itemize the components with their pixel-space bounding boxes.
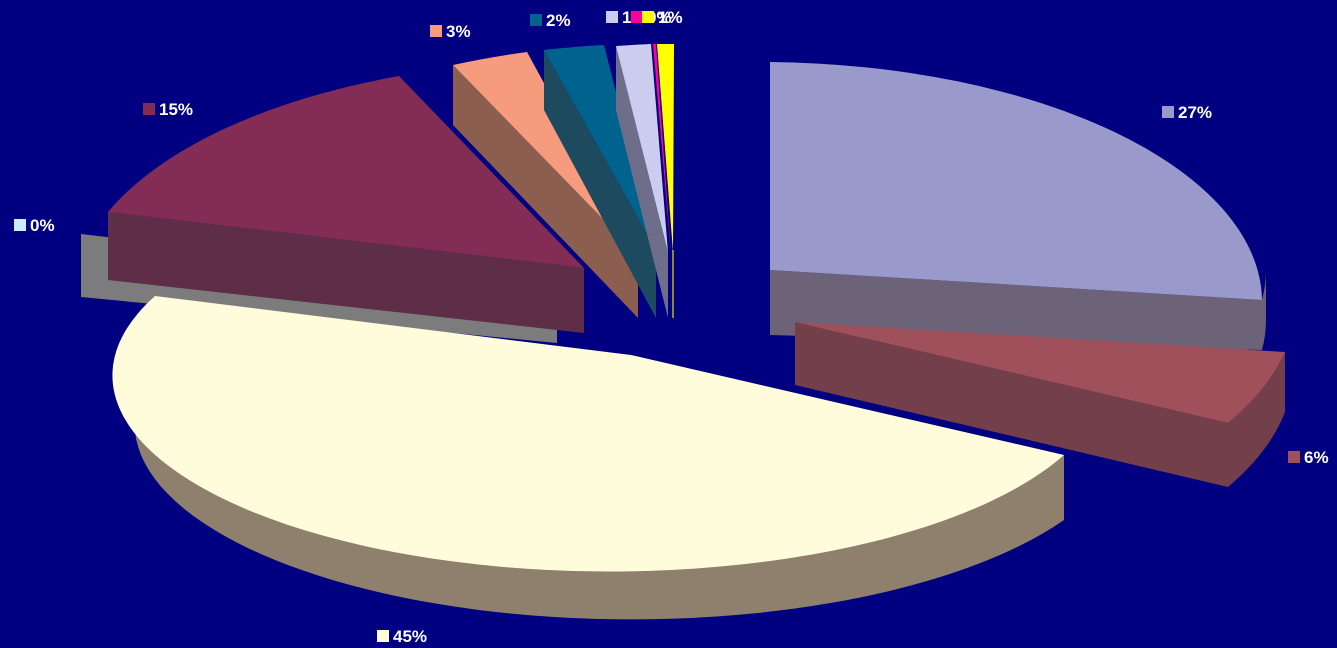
data-label-text: 0% xyxy=(30,216,55,235)
slice-45-percent xyxy=(112,296,1065,620)
data-label-6: 3% xyxy=(430,22,471,41)
slice-2-side xyxy=(544,50,656,318)
data-label-text: 27% xyxy=(1178,103,1212,122)
slice-27-top xyxy=(770,62,1262,300)
slice-45-side xyxy=(135,370,1064,620)
slice-1-top xyxy=(616,44,668,252)
data-label-7: 2% xyxy=(530,11,571,30)
data-label-text: 15% xyxy=(159,100,193,119)
data-label-swatch xyxy=(606,11,618,23)
data-label-text: 45% xyxy=(393,627,427,646)
data-label-swatch xyxy=(143,103,155,115)
data-label-swatch xyxy=(430,25,442,37)
slice-1-yellow-side xyxy=(672,250,674,318)
slice-27-rim xyxy=(1262,270,1266,350)
slice-1-percent-yellow xyxy=(657,44,674,318)
slice-3-top xyxy=(453,52,638,255)
data-label-text: 1% xyxy=(658,8,683,27)
slice-3-percent xyxy=(453,52,638,318)
data-label-5: 15% xyxy=(143,100,193,119)
slice-1-percent-lavender xyxy=(616,44,668,318)
slice-1-side xyxy=(616,46,668,318)
data-label-1: 27% xyxy=(1162,103,1212,122)
slice-3-side xyxy=(453,65,638,318)
slice-15-side xyxy=(108,212,584,333)
data-label-swatch xyxy=(377,630,389,642)
slice-0-percent-magenta xyxy=(653,44,671,255)
data-labels: 27%6%45%0%15%3%2%1%0%1% xyxy=(14,8,1329,646)
data-label-swatch xyxy=(530,14,542,26)
data-label-swatch xyxy=(14,219,26,231)
data-label-4: 0% xyxy=(14,216,55,235)
data-label-swatch xyxy=(1162,106,1174,118)
slice-2-percent xyxy=(544,45,656,318)
data-label-text: 2% xyxy=(546,11,571,30)
data-label-3: 45% xyxy=(377,627,427,646)
slice-0-magenta-top xyxy=(653,44,671,255)
slice-1-yellow-top xyxy=(657,44,674,252)
slice-15-top xyxy=(108,76,584,268)
slice-15-percent xyxy=(108,76,584,333)
data-label-swatch xyxy=(631,11,643,23)
data-label-10: 1% xyxy=(642,8,683,27)
slice-6-side xyxy=(795,322,1228,487)
slice-6-top xyxy=(795,322,1285,423)
data-label-swatch xyxy=(642,11,654,23)
slice-6-rim xyxy=(1228,352,1285,487)
slice-2-top xyxy=(544,45,656,250)
data-label-swatch xyxy=(1288,451,1300,463)
slice-6-percent xyxy=(795,322,1285,487)
data-label-2: 6% xyxy=(1288,448,1329,467)
data-label-text: 3% xyxy=(446,22,471,41)
data-label-text: 6% xyxy=(1304,448,1329,467)
slice-45-top xyxy=(112,296,1065,572)
